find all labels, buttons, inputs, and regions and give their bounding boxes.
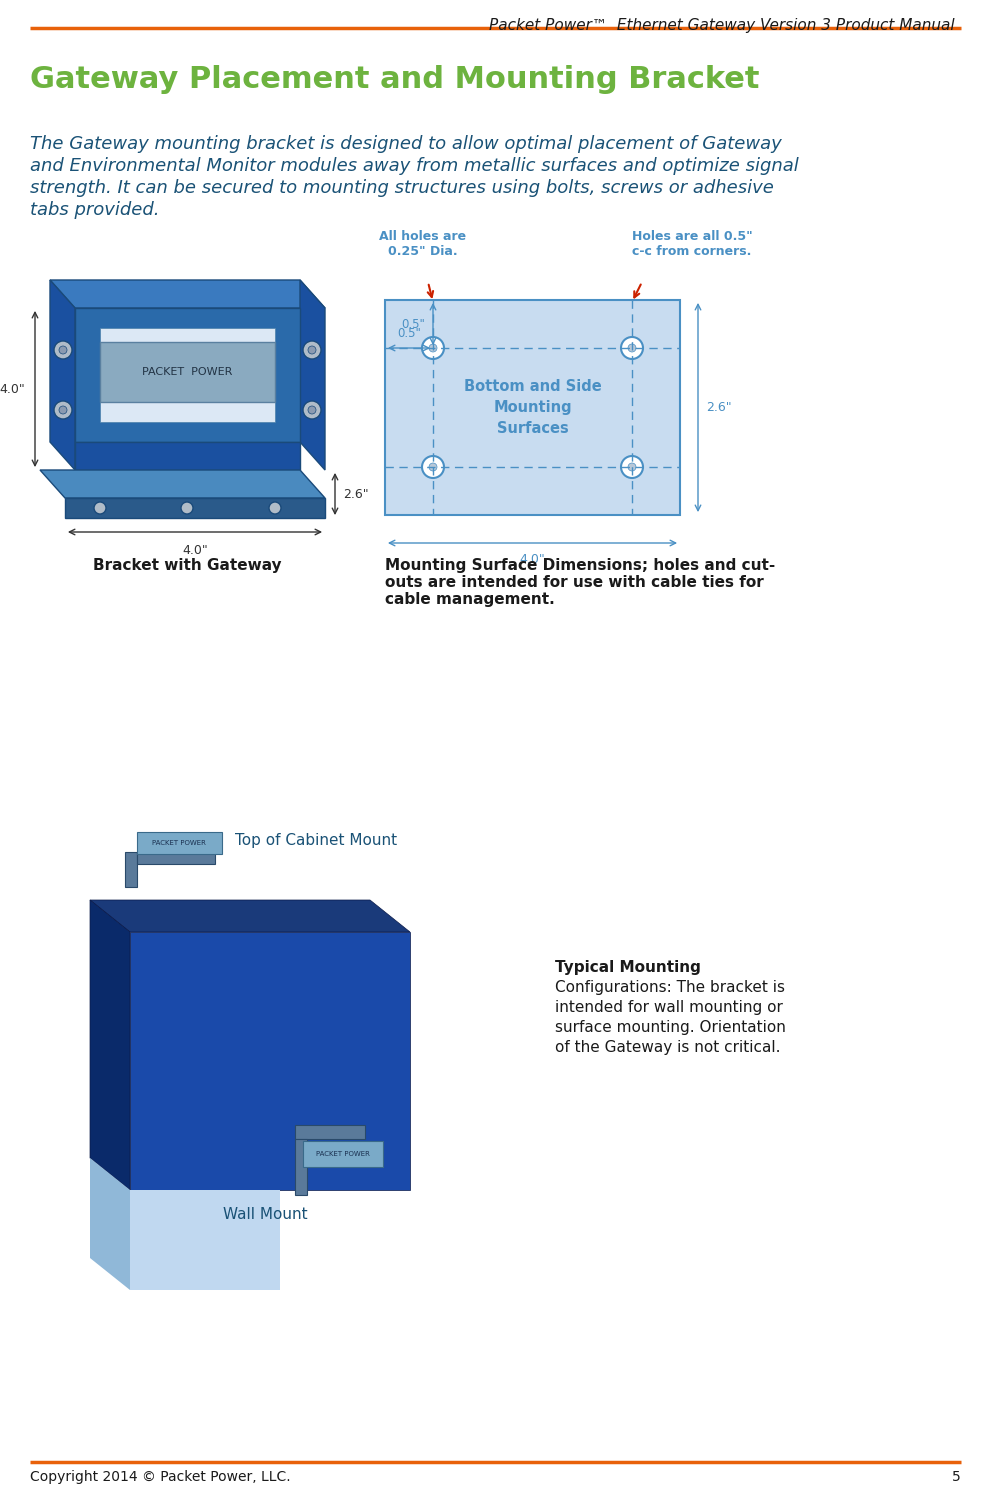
Bar [303, 1141, 383, 1167]
Text: Typical Mounting: Typical Mounting [555, 960, 701, 975]
Circle shape [422, 456, 444, 479]
Text: Bottom and Side
Mounting
Surfaces: Bottom and Side Mounting Surfaces [464, 378, 602, 435]
Polygon shape [137, 853, 215, 865]
Text: Bracket with Gateway: Bracket with Gateway [93, 558, 281, 573]
Circle shape [54, 401, 72, 419]
Text: Configurations: The bracket is: Configurations: The bracket is [555, 980, 785, 995]
Circle shape [94, 503, 106, 515]
Polygon shape [40, 470, 325, 498]
Circle shape [269, 503, 281, 515]
Text: All holes are
0.25" Dia.: All holes are 0.25" Dia. [380, 230, 467, 257]
Polygon shape [100, 328, 275, 422]
Circle shape [59, 346, 67, 355]
Polygon shape [300, 280, 325, 470]
Circle shape [181, 503, 193, 515]
Circle shape [628, 462, 636, 471]
Circle shape [308, 346, 316, 355]
Polygon shape [65, 498, 325, 518]
Circle shape [303, 401, 321, 419]
Polygon shape [125, 853, 137, 887]
Polygon shape [130, 932, 410, 1189]
Polygon shape [295, 1125, 365, 1138]
Text: cable management.: cable management. [385, 592, 555, 607]
Text: 4.0": 4.0" [0, 383, 25, 395]
Text: 4.0": 4.0" [182, 545, 208, 557]
Circle shape [621, 337, 643, 359]
Text: of the Gateway is not critical.: of the Gateway is not critical. [555, 1040, 781, 1055]
Text: surface mounting. Orientation: surface mounting. Orientation [555, 1020, 786, 1035]
Circle shape [429, 344, 437, 352]
Bar [137, 832, 222, 854]
Text: Gateway Placement and Mounting Bracket: Gateway Placement and Mounting Bracket [30, 64, 759, 94]
Text: 5: 5 [952, 1471, 961, 1484]
Bar [100, 343, 275, 402]
Text: 2.6": 2.6" [706, 401, 731, 414]
Polygon shape [90, 901, 130, 1189]
Text: 0.5": 0.5" [397, 328, 421, 340]
Circle shape [422, 337, 444, 359]
Text: Wall Mount: Wall Mount [223, 1207, 307, 1222]
Circle shape [628, 344, 636, 352]
Polygon shape [295, 1138, 307, 1195]
Text: 4.0": 4.0" [519, 554, 545, 565]
Text: PACKET POWER: PACKET POWER [316, 1150, 370, 1156]
Text: Top of Cabinet Mount: Top of Cabinet Mount [235, 832, 397, 848]
Text: PACKET POWER: PACKET POWER [152, 839, 206, 847]
Text: tabs provided.: tabs provided. [30, 200, 160, 218]
Polygon shape [90, 901, 410, 932]
Circle shape [54, 341, 72, 359]
Text: outs are intended for use with cable ties for: outs are intended for use with cable tie… [385, 574, 764, 589]
Polygon shape [130, 1189, 280, 1290]
Polygon shape [75, 441, 300, 470]
Circle shape [59, 405, 67, 414]
Bar [385, 301, 680, 515]
Circle shape [429, 462, 437, 471]
Text: 0.5": 0.5" [401, 317, 425, 331]
Circle shape [303, 341, 321, 359]
Polygon shape [50, 280, 325, 308]
Circle shape [621, 456, 643, 479]
Text: Mounting Surface Dimensions; holes and cut-: Mounting Surface Dimensions; holes and c… [385, 558, 775, 573]
Text: 2.6": 2.6" [343, 488, 369, 501]
Text: PACKET  POWER: PACKET POWER [143, 367, 233, 377]
Polygon shape [75, 308, 300, 441]
Polygon shape [90, 1158, 130, 1290]
Text: Copyright 2014 © Packet Power, LLC.: Copyright 2014 © Packet Power, LLC. [30, 1471, 290, 1484]
Circle shape [308, 405, 316, 414]
Polygon shape [50, 280, 75, 470]
Text: Packet Power™  Ethernet Gateway Version 3 Product Manual: Packet Power™ Ethernet Gateway Version 3… [490, 18, 955, 33]
Text: and Environmental Monitor modules away from metallic surfaces and optimize signa: and Environmental Monitor modules away f… [30, 157, 799, 175]
Text: Holes are all 0.5"
c-c from corners.: Holes are all 0.5" c-c from corners. [631, 230, 752, 257]
Text: The Gateway mounting bracket is designed to allow optimal placement of Gateway: The Gateway mounting bracket is designed… [30, 135, 782, 153]
Text: intended for wall mounting or: intended for wall mounting or [555, 999, 783, 1014]
Text: strength. It can be secured to mounting structures using bolts, screws or adhesi: strength. It can be secured to mounting … [30, 180, 774, 197]
